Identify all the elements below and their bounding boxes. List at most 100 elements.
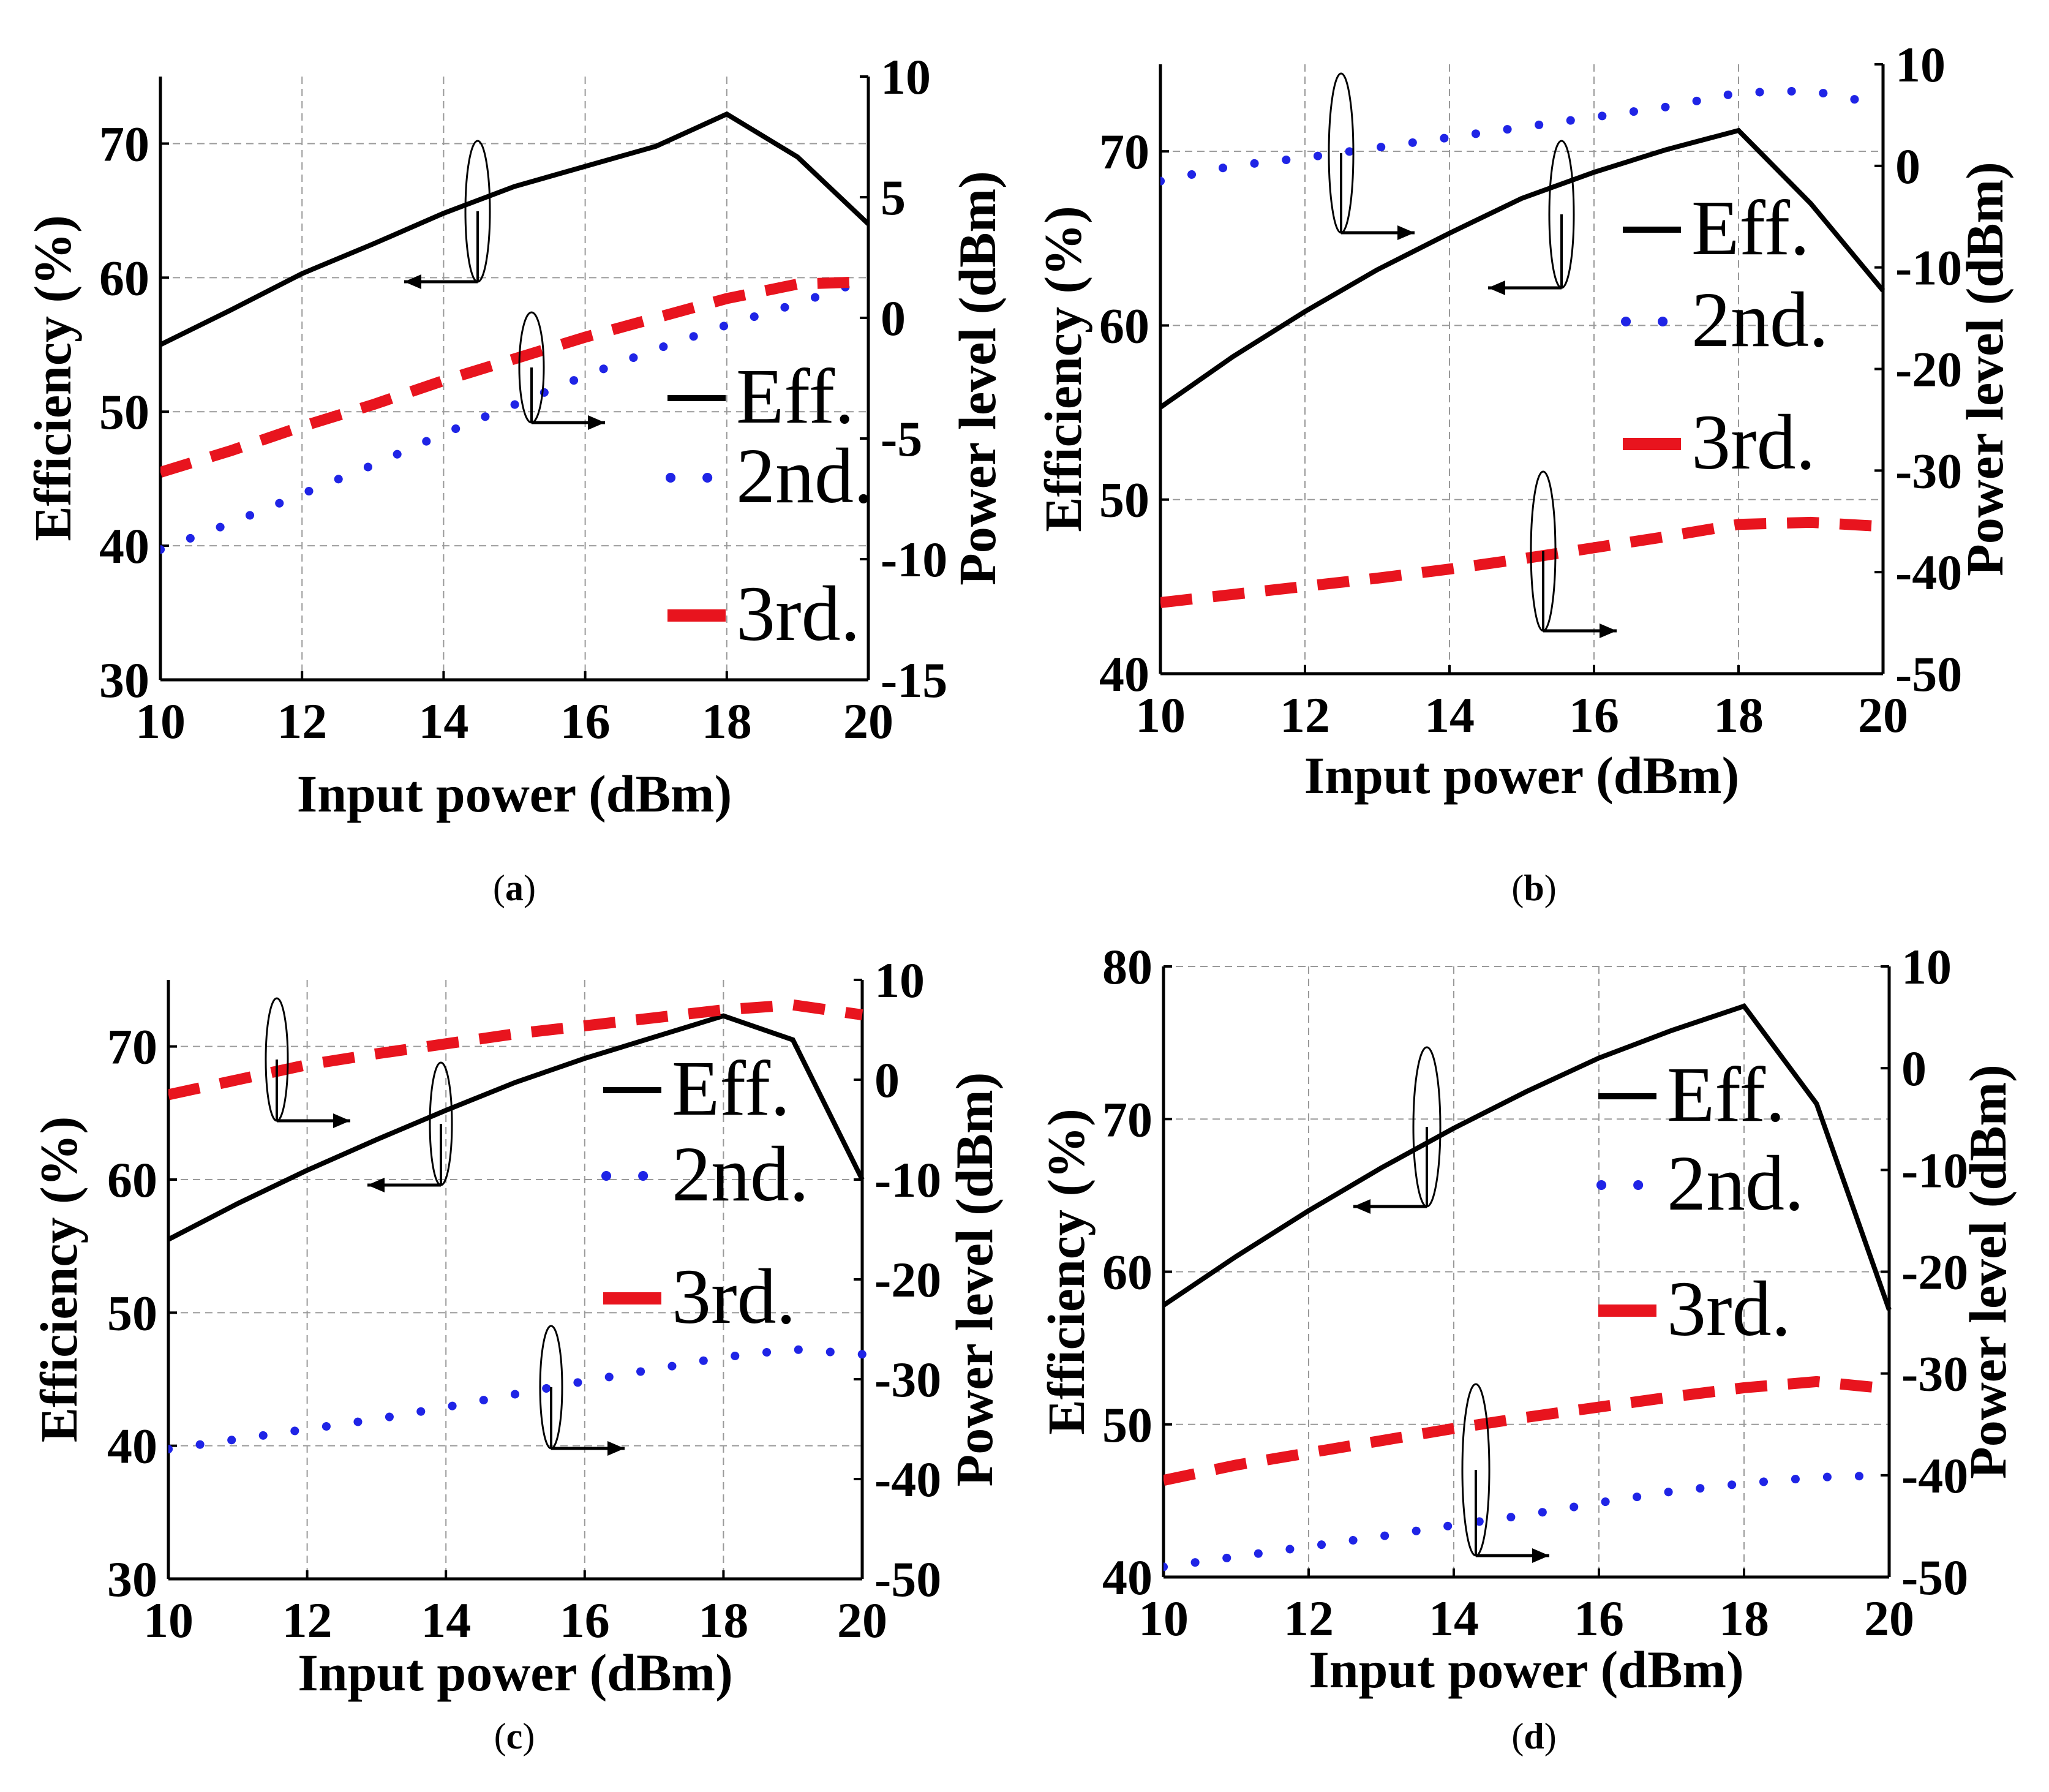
data-point-eff [306,1169,309,1172]
right-axis-indicator [1328,72,1415,240]
data-point-2nd [375,1418,378,1420]
y2-tick-label: -20 [1895,342,1962,397]
data-point-eff [1665,148,1667,151]
data-point-2nd [584,375,587,377]
data-point-2nd [513,404,516,406]
y2-tick-label: -40 [1895,544,1962,600]
legend-label: 2nd. [1667,1140,1804,1227]
data-point-eff [1743,1005,1745,1007]
y2-tick-label: 0 [874,1052,900,1108]
y-tick-label: 60 [99,250,149,306]
y-tick-label: 80 [1102,939,1152,995]
series-line-2nd [1160,86,1887,186]
data-point-eff [236,1202,239,1205]
legend-label: 2nd. [736,432,873,519]
x-tick-label: 18 [702,693,752,749]
y2-tick-label: 10 [1895,37,1946,92]
data-point-3rd [445,1042,447,1045]
data-point-eff [1593,171,1595,173]
x-tick-label: 10 [1138,1591,1189,1646]
data-point-3rd [375,1053,378,1055]
y2-tick-label: -50 [1901,1549,1968,1605]
y-tick-label: 70 [99,116,149,171]
data-point-2nd [1737,91,1740,94]
data-point-eff [1810,202,1812,205]
y-tick-label: 50 [1099,472,1149,528]
data-point-2nd [722,1356,724,1358]
data-point-eff [584,1057,586,1060]
right-axis-indicator [1530,470,1617,638]
data-point-3rd [1304,585,1306,587]
y2-tick-label: -50 [1895,646,1962,702]
data-point-2nd [584,1380,586,1382]
data-point-eff [375,1139,378,1141]
y2-tick-label: -10 [1901,1142,1968,1198]
data-point-eff [792,1039,794,1041]
series-line-eff [168,1013,865,1242]
data-point-3rd [726,297,728,299]
x-tick-label: 18 [698,1592,748,1648]
data-point-3rd [655,317,657,319]
data-point-eff [1453,1127,1455,1129]
data-point-3rd [584,1025,586,1027]
x-tick-label: 20 [837,1592,887,1648]
data-point-2nd [230,522,233,524]
data-point-2nd [372,464,374,466]
data-point-2nd [1888,1474,1890,1477]
y-axis-label: Efficiency (%) [23,215,82,541]
series-group [168,999,867,1454]
data-point-2nd [1235,1556,1238,1558]
y2-tick-label: -30 [1901,1346,1968,1402]
x-tick-label: 20 [1858,687,1908,743]
data-point-eff [1816,1102,1818,1105]
y-tick-label: 40 [99,518,149,574]
arrow-icon [333,1113,350,1128]
x-tick-label: 16 [560,693,611,749]
x-tick-label: 16 [1574,1591,1624,1646]
right-axis-indicator [539,1325,625,1456]
data-point-eff [1307,1210,1310,1212]
data-point-3rd [513,358,516,360]
arrow-icon [607,1441,625,1456]
data-point-2nd [236,1438,239,1440]
data-point-eff [1231,356,1234,358]
data-point-3rd [1810,521,1812,524]
data-point-2nd [1521,126,1523,129]
y-tick-label: 30 [107,1551,157,1607]
y2-axis-label: Power level (dBm) [948,171,1007,585]
chart-panel-b: 10 12 14 16 18 20 40 50 60 70 -50 -40 -30 -20 -10 0 10 In… [1034,37,2014,908]
x-tick-label: 16 [1569,687,1619,743]
y2-tick-label: -10 [1895,240,1962,296]
data-point-2nd [1598,1502,1600,1504]
x-tick-label: 14 [1429,1591,1479,1646]
data-point-3rd [1816,1380,1818,1383]
y-tick-label: 50 [99,384,149,440]
left-axis-indicator [1353,1046,1442,1214]
x-tick-label: 12 [282,1592,333,1648]
data-point-eff [1598,1057,1600,1060]
data-point-eff [1380,1167,1383,1169]
legend-label: 3rd. [1691,399,1816,486]
y-tick-label: 60 [1102,1244,1152,1300]
right-axis-indicator [518,311,605,430]
x-tick-label: 20 [1864,1591,1914,1646]
x-tick-label: 10 [135,693,186,749]
data-point-3rd [1737,523,1740,525]
legend-label: Eff. [1667,1051,1785,1138]
y2-axis-label: Power level (dBm) [1955,162,2014,576]
y2-tick-label: -5 [881,411,922,467]
data-point-2nd [655,348,657,350]
data-point-eff [230,309,233,311]
y2-tick-label: 0 [881,290,906,346]
y-tick-label: 30 [99,652,149,708]
series-line-eff [1160,127,1885,410]
data-point-3rd [1231,593,1234,596]
data-point-2nd [1380,1535,1383,1538]
arrow-icon [1353,1199,1370,1214]
x-tick-label: 20 [843,693,893,749]
x-tick-label: 12 [1280,687,1330,743]
data-point-3rd [867,280,870,283]
series-line-3rd [168,999,863,1101]
series-line-3rd [1164,1376,1890,1486]
data-point-2nd [1525,1514,1528,1516]
